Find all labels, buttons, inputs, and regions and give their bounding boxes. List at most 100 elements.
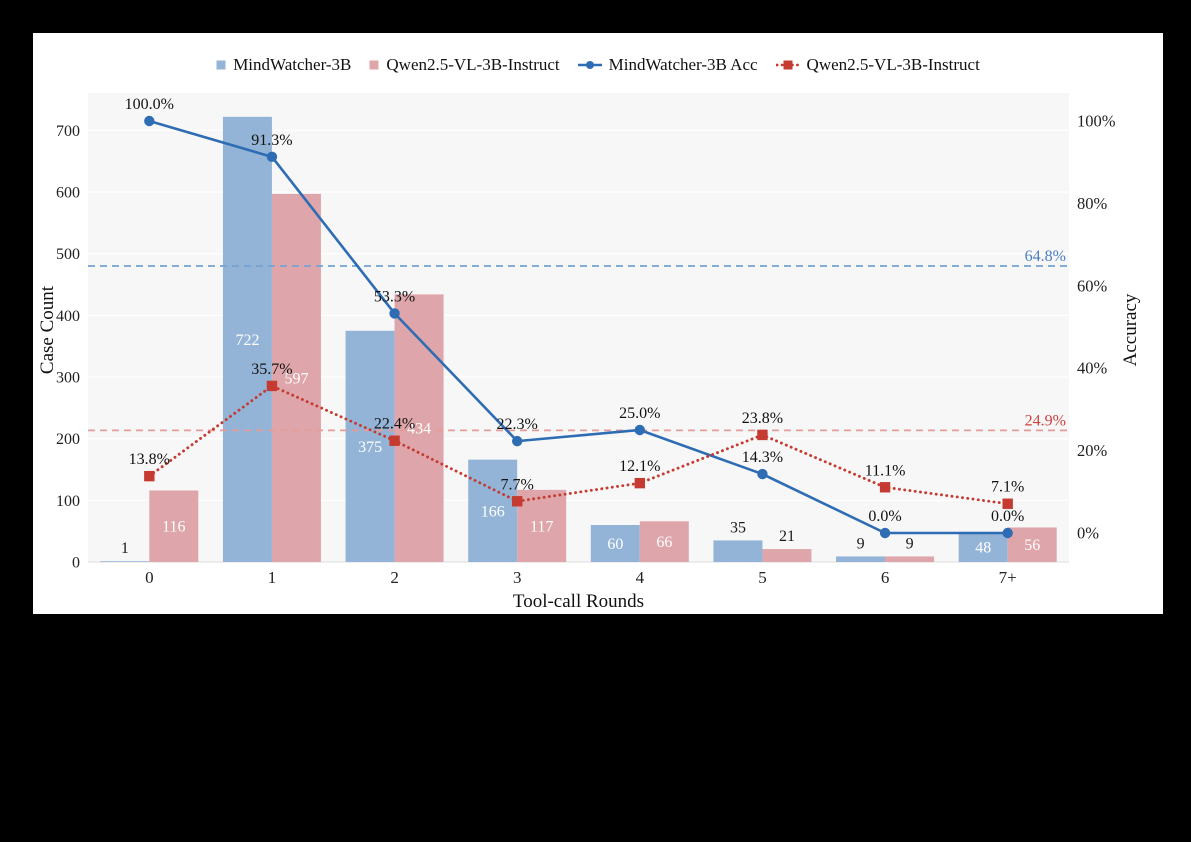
y-left-tick-label: 100 (56, 493, 80, 510)
bar-1-cat-7 (1007, 527, 1057, 562)
legend-label: Qwen2.5-VL-3B-Instruct (386, 55, 560, 74)
accuracy-point-label: 22.4% (374, 416, 415, 433)
x-tick-label: 4 (636, 568, 645, 587)
legend-item-1: Qwen2.5-VL-3B-Instruct (369, 55, 560, 75)
legend-label: MindWatcher-3B (233, 55, 352, 74)
accuracy-point-label: 7.1% (991, 479, 1024, 496)
x-tick-label: 0 (145, 568, 154, 587)
bar-0-cat-1 (222, 116, 272, 563)
marker-square (266, 380, 278, 392)
y-left-tick-label: 0 (72, 555, 80, 572)
bar-swatch-icon (369, 60, 379, 70)
accuracy-point-label: 11.1% (865, 462, 906, 479)
bar-value-label: 166 (481, 503, 505, 520)
accuracy-line-0 (148, 119, 1008, 535)
y-right-tick-label: 40% (1077, 359, 1108, 378)
bar-0-cat-3 (468, 459, 518, 562)
bar-0-cat-5 (713, 540, 763, 562)
legend-item-2: MindWatcher-3B Acc (577, 55, 758, 75)
x-tick-label: 7+ (999, 568, 1017, 587)
marker-square (634, 477, 646, 489)
bar-1-cat-3 (517, 489, 567, 562)
accuracy-point-label: 53.3% (374, 288, 415, 305)
chart-legend: MindWatcher-3B Qwen2.5-VL-3B-Instruct Mind… (33, 55, 1163, 75)
y-axis-right-title: Accuracy (1120, 293, 1141, 366)
marker-circle (144, 115, 155, 127)
legend-item-3: Qwen2.5-VL-3B-Instruct (775, 55, 980, 75)
bar-value-label: 66 (656, 534, 672, 551)
bar-value-label: 1 (121, 540, 129, 557)
y-right-tick-label: 60% (1077, 276, 1108, 295)
legend-item-0: MindWatcher-3B (216, 55, 351, 75)
accuracy-point-label: 23.8% (742, 410, 783, 427)
marker-square (144, 470, 155, 482)
accuracy-point-label: 12.1% (619, 458, 660, 475)
y-right-tick-label: 0% (1077, 524, 1099, 543)
marker-square (757, 429, 768, 441)
bar-value-label: 56 (1024, 537, 1040, 554)
accuracy-point-label: 13.8% (129, 451, 170, 468)
reference-line-label: 64.8% (1025, 248, 1066, 265)
marker-circle (266, 151, 278, 163)
bar-0-cat-6 (836, 556, 886, 562)
bar-value-label: 21 (779, 528, 795, 545)
y-left-tick-label: 500 (56, 246, 80, 263)
bar-value-label: 597 (284, 370, 308, 387)
y-right-tick-label: 20% (1077, 441, 1108, 460)
bar-1-cat-5 (762, 549, 812, 562)
accuracy-point-label: 7.7% (501, 476, 534, 493)
marker-circle (757, 468, 768, 480)
bar-value-label: 117 (530, 518, 553, 535)
bar-1-cat-4 (639, 521, 689, 562)
bar-value-label: 60 (607, 536, 623, 553)
accuracy-point-label: 14.3% (742, 449, 783, 466)
bar-value-label: 116 (162, 519, 185, 536)
legend-label: MindWatcher-3B Acc (608, 55, 758, 74)
marker-square (879, 482, 891, 493)
chart-card: MindWatcher-3B Qwen2.5-VL-3B-Instruct Mind… (33, 33, 1163, 614)
legend-label: Qwen2.5-VL-3B-Instruct (806, 55, 980, 74)
y-left-tick-label: 300 (56, 370, 80, 387)
bar-0-cat-2 (345, 330, 395, 562)
marker-circle (389, 308, 400, 319)
bar-0-cat-0 (100, 561, 150, 562)
marker-square (1002, 498, 1013, 509)
y-right-tick-label: 100% (1077, 112, 1116, 131)
bar-0-cat-7 (958, 532, 1008, 562)
chart-canvas: 01002003004005006007000%20%40%60%80%100%… (37, 93, 1141, 612)
marker-circle (1002, 527, 1013, 539)
reference-line-label: 24.9% (1025, 412, 1066, 429)
y-left-tick-label: 700 (56, 123, 80, 140)
x-axis-title: Tool-call Rounds (513, 591, 644, 612)
y-left-tick-label: 200 (56, 431, 80, 448)
y-axis-left-title: Case Count (37, 285, 58, 374)
x-tick-label: 6 (881, 568, 890, 587)
y-left-tick-label: 400 (56, 308, 80, 325)
marker-circle (634, 424, 646, 436)
x-tick-label: 1 (268, 568, 277, 587)
x-tick-label: 2 (390, 568, 399, 587)
bar-value-label: 722 (235, 332, 259, 349)
bar-value-label: 9 (857, 535, 865, 552)
x-tick-label: 5 (758, 568, 767, 587)
bar-value-label: 375 (358, 439, 382, 456)
bar-1-cat-0 (149, 490, 199, 562)
dotted-line-square-icon (775, 60, 800, 70)
marker-square (389, 435, 400, 446)
bar-value-label: 48 (975, 540, 991, 557)
accuracy-point-label: 35.7% (251, 361, 292, 378)
bar-0-cat-4 (590, 525, 640, 562)
line-circle-icon (577, 61, 602, 69)
marker-circle (511, 435, 523, 447)
bar-1-cat-6 (885, 556, 935, 562)
y-left-tick-label: 600 (56, 185, 80, 202)
accuracy-point-label: 100.0% (125, 96, 174, 113)
accuracy-point-label: 0.0% (868, 508, 901, 525)
accuracy-point-label: 22.3% (497, 416, 538, 433)
accuracy-line-1 (147, 384, 1010, 506)
accuracy-point-label: 0.0% (991, 508, 1024, 525)
bar-value-label: 434 (407, 421, 431, 438)
y-right-tick-label: 80% (1077, 194, 1108, 213)
accuracy-point-label: 91.3% (251, 132, 292, 149)
